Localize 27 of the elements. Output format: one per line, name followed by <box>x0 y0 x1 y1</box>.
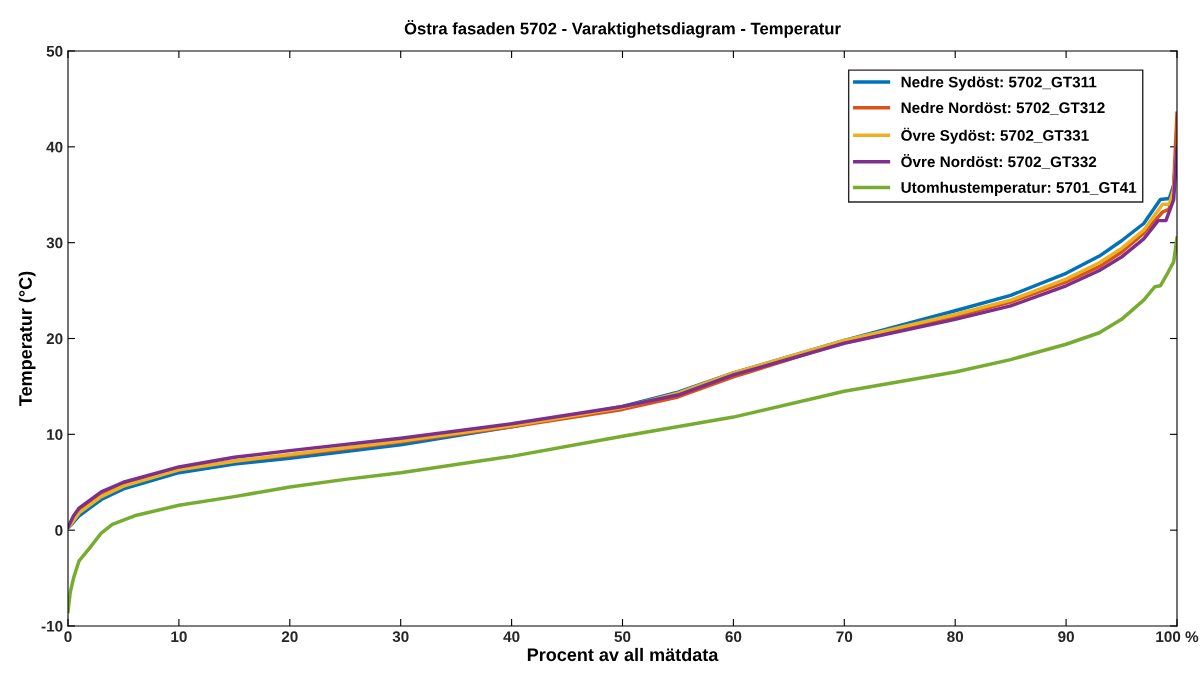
x-tick-label: 20 <box>281 631 298 643</box>
y-tick-label: 50 <box>46 45 63 57</box>
y-tick-label: 40 <box>46 141 63 153</box>
x-tick-label: 80 <box>947 631 964 643</box>
y-tick-label: 20 <box>46 333 63 345</box>
x-tick-label: 50 <box>614 631 631 643</box>
x-tick-label: 60 <box>725 631 742 643</box>
x-tick-label: 40 <box>503 631 520 643</box>
y-tick-label: 10 <box>47 429 63 441</box>
legend-label: Utomhustemperatur: 5701_GT41 <box>901 181 1137 196</box>
legend-label: Övre Nordöst: 5702_GT332 <box>901 154 1097 169</box>
x-tick-label: 0 <box>64 631 72 643</box>
x-tick-label: 30 <box>392 631 409 643</box>
y-tick-label: -10 <box>41 620 63 632</box>
chart-title: Östra fasaden 5702 - Varaktighetsdiagram - Temperatur <box>404 20 841 38</box>
x-tick-label: 70 <box>836 631 853 643</box>
legend-label: Nedre Nordöst: 5702_GT312 <box>901 101 1105 115</box>
y-tick-label: 30 <box>46 237 63 249</box>
x-tick-label: 10 <box>171 631 187 643</box>
x-tick-label: 100 % <box>1156 631 1199 643</box>
y-tick-label: 0 <box>55 525 63 536</box>
x-axis-title: Procent av all mätdata <box>527 647 719 662</box>
y-axis-title: Temperatur (°C) <box>18 271 36 406</box>
x-tick-label: 90 <box>1058 631 1074 643</box>
legend-label: Övre Sydöst: 5702_GT331 <box>901 127 1089 144</box>
legend-label: Nedre Sydöst: 5702_GT311 <box>901 76 1097 91</box>
line-series <box>68 236 1177 614</box>
